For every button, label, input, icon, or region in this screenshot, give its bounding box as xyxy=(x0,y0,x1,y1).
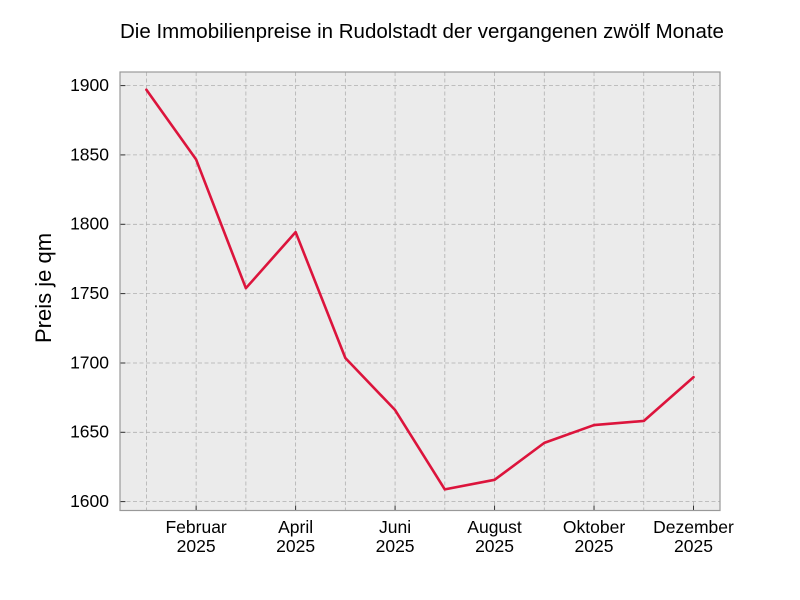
svg-text:2025: 2025 xyxy=(575,536,614,556)
svg-text:1800: 1800 xyxy=(70,214,109,234)
svg-text:Juni: Juni xyxy=(379,517,411,537)
svg-text:Dezember: Dezember xyxy=(653,517,734,537)
svg-text:2025: 2025 xyxy=(177,536,216,556)
svg-text:August: August xyxy=(467,517,522,537)
svg-text:2025: 2025 xyxy=(376,536,415,556)
svg-text:Oktober: Oktober xyxy=(563,517,625,537)
svg-text:1700: 1700 xyxy=(70,352,109,372)
svg-text:Februar: Februar xyxy=(165,517,226,537)
svg-text:April: April xyxy=(278,517,313,537)
svg-text:Preis je qm: Preis je qm xyxy=(31,233,56,343)
svg-text:2025: 2025 xyxy=(475,536,514,556)
svg-text:1600: 1600 xyxy=(70,491,109,511)
svg-text:2025: 2025 xyxy=(276,536,315,556)
svg-text:1900: 1900 xyxy=(70,75,109,95)
svg-text:1850: 1850 xyxy=(70,144,109,164)
svg-text:1750: 1750 xyxy=(70,283,109,303)
svg-text:1650: 1650 xyxy=(70,422,109,442)
svg-text:2025: 2025 xyxy=(674,536,713,556)
